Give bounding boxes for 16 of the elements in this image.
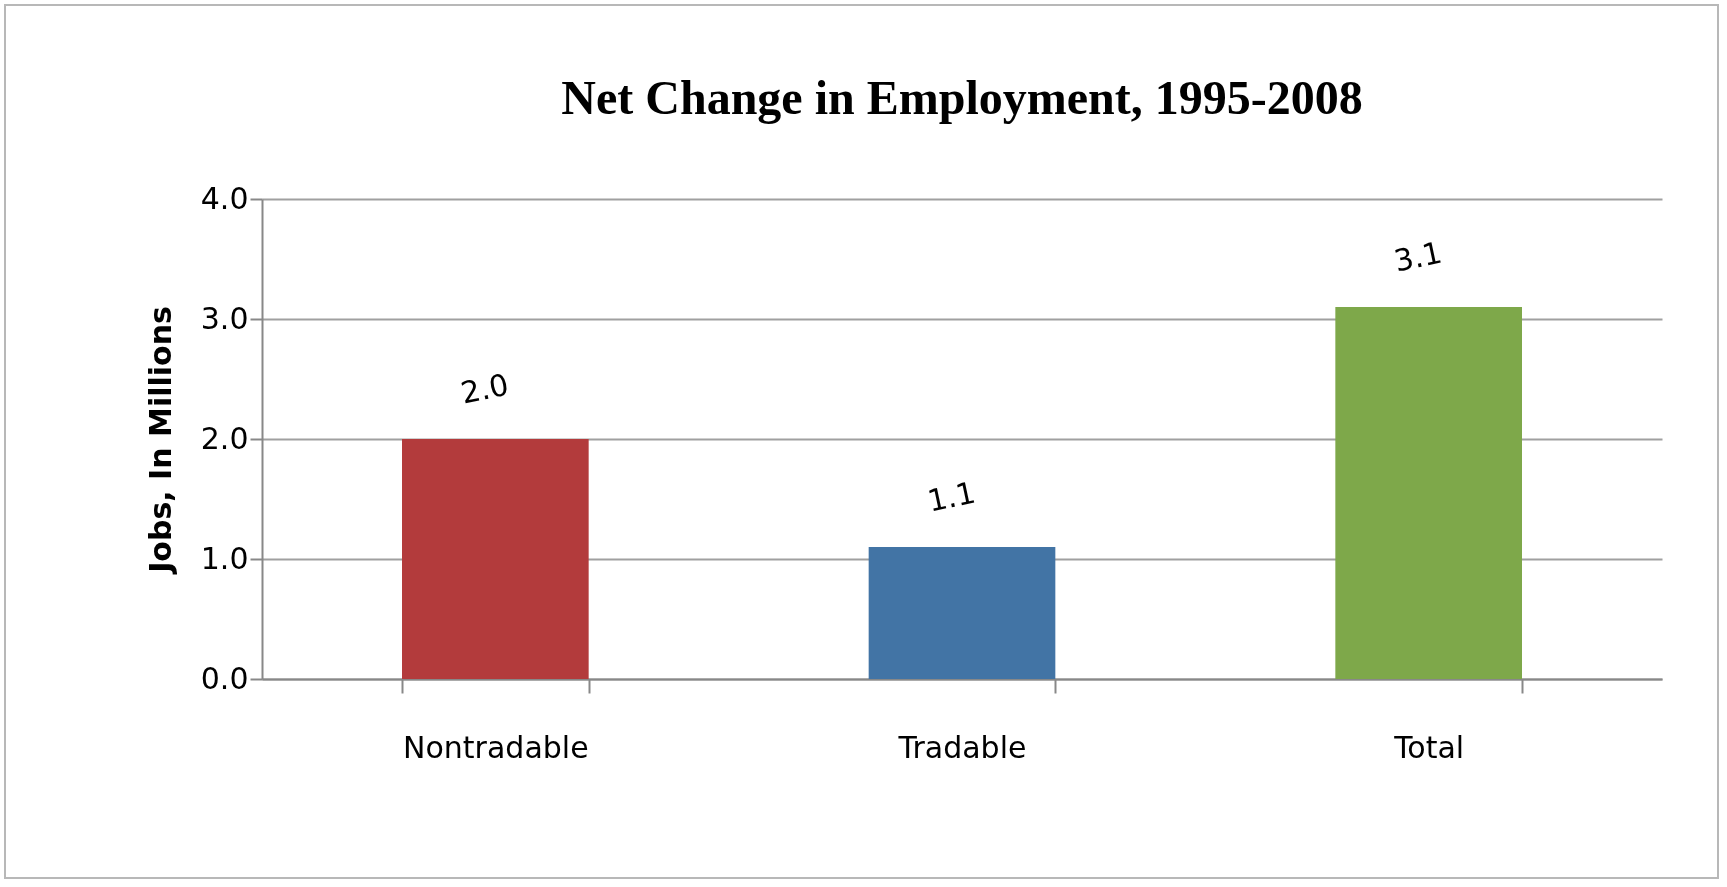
y-tick-label: 2.0 — [200, 420, 249, 456]
data-label: 3.1 — [1390, 234, 1445, 279]
chart-title: Net Change in Employment, 1995-2008 — [561, 71, 1363, 124]
bar — [868, 547, 1056, 679]
bar — [402, 439, 589, 679]
y-tick-label: 3.0 — [200, 300, 249, 336]
x-tick-label: Total — [1393, 729, 1465, 765]
data-label: 1.1 — [924, 474, 979, 519]
y-axis-title: Jobs, In Millions — [142, 306, 178, 575]
x-tick-label: Nontradable — [403, 729, 589, 765]
y-tick-label: 0.0 — [200, 660, 249, 696]
y-tick-label: 1.0 — [200, 540, 249, 576]
bar — [1335, 307, 1522, 679]
x-tick-label: Tradable — [897, 729, 1027, 765]
y-tick-label: 4.0 — [200, 180, 249, 216]
data-label: 2.0 — [457, 366, 512, 411]
